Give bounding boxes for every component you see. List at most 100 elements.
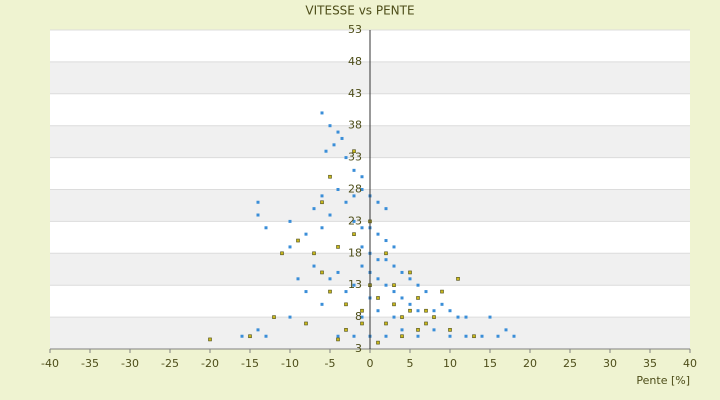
point xyxy=(344,290,348,294)
y-tick-label: 48 xyxy=(348,55,362,68)
point xyxy=(280,251,284,256)
point xyxy=(340,136,344,140)
point xyxy=(304,290,308,294)
point xyxy=(448,334,452,338)
point xyxy=(360,175,364,179)
x-axis-title: Pente [%] xyxy=(636,374,690,387)
x-tick-label: -10 xyxy=(281,357,299,370)
point xyxy=(384,251,388,256)
point xyxy=(312,264,316,268)
y-tick-label: 53 xyxy=(348,23,362,36)
point xyxy=(432,309,436,313)
point xyxy=(376,340,380,345)
point xyxy=(240,334,244,338)
point xyxy=(208,337,212,342)
point xyxy=(328,174,332,179)
point xyxy=(384,239,388,243)
point xyxy=(248,334,252,339)
y-tick-label: 38 xyxy=(348,119,362,132)
point xyxy=(456,315,460,319)
point xyxy=(352,194,356,198)
point xyxy=(288,219,292,223)
x-tick-label: 25 xyxy=(563,357,577,370)
point xyxy=(448,309,452,313)
point xyxy=(344,302,348,307)
point xyxy=(424,290,428,294)
point xyxy=(408,270,412,275)
point xyxy=(320,302,324,306)
point xyxy=(352,168,356,172)
point xyxy=(344,200,348,204)
point xyxy=(360,321,364,326)
point xyxy=(432,315,436,319)
point xyxy=(320,194,324,198)
point xyxy=(432,328,436,332)
point xyxy=(352,149,356,154)
point xyxy=(400,315,404,319)
point xyxy=(392,283,396,288)
point xyxy=(392,315,396,319)
point xyxy=(424,321,428,326)
point xyxy=(400,328,404,332)
x-tick-label: 40 xyxy=(683,357,697,370)
point xyxy=(352,283,356,287)
x-tick-label: 20 xyxy=(523,357,537,370)
point xyxy=(440,289,444,294)
point xyxy=(288,315,292,319)
point xyxy=(384,321,388,326)
point xyxy=(408,308,412,313)
point xyxy=(400,334,404,339)
point xyxy=(336,334,340,338)
point xyxy=(376,296,380,300)
x-tick-label: -15 xyxy=(241,357,259,370)
point xyxy=(304,321,308,326)
x-tick-label: 0 xyxy=(367,357,374,370)
point xyxy=(296,238,300,243)
point xyxy=(352,219,356,223)
point xyxy=(304,232,308,236)
point xyxy=(376,277,380,281)
y-tick-label: 3 xyxy=(355,342,362,355)
point xyxy=(320,111,324,115)
y-tick-label: 23 xyxy=(348,214,362,227)
point xyxy=(336,188,340,191)
point xyxy=(416,328,420,332)
point xyxy=(256,200,260,204)
point xyxy=(336,337,340,342)
x-tick-label: -20 xyxy=(201,357,219,370)
x-tick-label: -25 xyxy=(161,357,179,370)
point xyxy=(400,296,404,300)
point xyxy=(360,308,364,313)
point xyxy=(488,315,492,319)
x-tick-label: 30 xyxy=(603,357,617,370)
point xyxy=(328,124,332,128)
point xyxy=(464,334,468,338)
point xyxy=(312,207,316,211)
point xyxy=(384,207,388,211)
x-tick-label: 5 xyxy=(407,357,414,370)
point xyxy=(360,264,364,268)
x-tick-label: -35 xyxy=(81,357,99,370)
y-tick-label: 43 xyxy=(348,87,362,100)
point xyxy=(456,277,460,281)
point xyxy=(352,334,356,338)
point xyxy=(392,264,396,268)
y-tick-label: 13 xyxy=(348,278,362,291)
point xyxy=(424,308,428,313)
point xyxy=(408,277,412,281)
point xyxy=(264,334,268,338)
y-tick-label: 8 xyxy=(355,310,362,323)
point xyxy=(360,188,364,191)
point xyxy=(344,156,348,160)
point xyxy=(336,130,340,134)
point xyxy=(360,315,364,319)
point xyxy=(504,328,508,332)
point xyxy=(272,315,276,319)
x-tick-label: -5 xyxy=(325,357,336,370)
y-tick-label: 33 xyxy=(348,151,362,164)
point xyxy=(440,302,444,306)
x-tick-label: 10 xyxy=(443,357,457,370)
point xyxy=(496,334,500,338)
point xyxy=(392,245,396,249)
point xyxy=(416,309,420,313)
